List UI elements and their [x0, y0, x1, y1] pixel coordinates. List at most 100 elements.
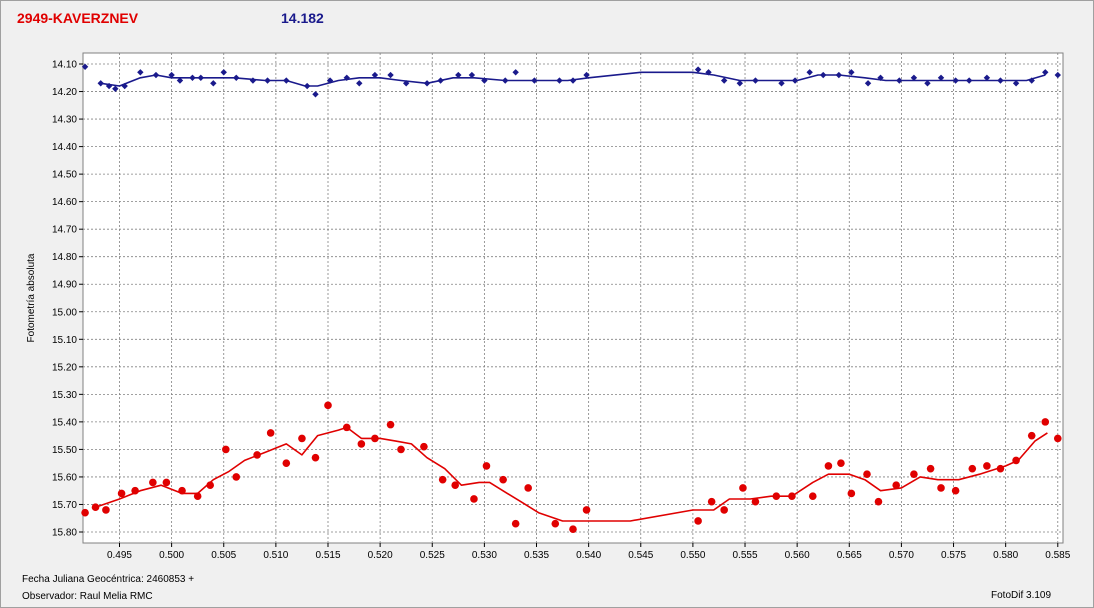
- comparison-point: [137, 69, 144, 76]
- target-point: [739, 484, 747, 492]
- x-tick-label: 0.565: [837, 550, 862, 561]
- comparison-point: [112, 85, 119, 92]
- target-point: [482, 462, 491, 470]
- comparison-point: [189, 74, 196, 81]
- target-point: [569, 525, 577, 534]
- comparison-point: [1028, 77, 1035, 84]
- target-point: [420, 442, 428, 451]
- comparison-point: [455, 71, 462, 79]
- x-tick-label: 0.540: [576, 550, 601, 561]
- target-point: [117, 489, 126, 498]
- comparison-point: [468, 71, 476, 79]
- target-point: [996, 464, 1005, 473]
- comparison-point: [820, 71, 827, 79]
- target-point: [874, 497, 883, 506]
- comparison-point: [896, 77, 903, 84]
- target-point: [863, 470, 871, 478]
- target-point: [266, 429, 275, 437]
- comparison-point: [81, 63, 89, 70]
- comparison-point: [752, 77, 759, 84]
- target-point: [951, 486, 960, 495]
- comparison-point: [835, 71, 843, 79]
- x-tick-label: 0.530: [472, 550, 497, 561]
- y-tick-label: 14.50: [52, 170, 77, 181]
- target-point: [342, 423, 351, 432]
- y-tick-label: 14.70: [52, 225, 77, 236]
- target-point: [451, 481, 459, 489]
- magnitude-value: 14.182: [281, 10, 324, 26]
- y-tick-label: 15.60: [52, 472, 77, 483]
- series: [81, 63, 1062, 534]
- comparison-point: [264, 77, 271, 84]
- comparison-point: [952, 77, 959, 84]
- target-point: [1027, 431, 1036, 440]
- target-point: [324, 401, 332, 410]
- grid: [83, 53, 1063, 543]
- comparison-point: [778, 80, 785, 87]
- target-point: [311, 453, 320, 462]
- comparison-point: [910, 74, 918, 81]
- target-point: [910, 470, 918, 478]
- target-point: [232, 473, 241, 481]
- y-tick-label: 15.50: [52, 445, 77, 456]
- target-point: [892, 481, 900, 489]
- target-point: [470, 495, 478, 503]
- comparison-point: [1012, 80, 1020, 87]
- target-point: [720, 506, 728, 514]
- x-tick-label: 0.505: [211, 550, 236, 561]
- comparison-point: [502, 77, 509, 84]
- x-tick-label: 0.510: [263, 550, 288, 561]
- comparison-point: [371, 71, 379, 79]
- comparison-point: [97, 80, 104, 87]
- y-axis-title: Fotometría absoluta: [26, 253, 37, 342]
- target-point: [386, 420, 395, 429]
- y-tick-label: 14.10: [52, 60, 77, 71]
- x-tick-label: 0.520: [368, 550, 393, 561]
- comparison-point: [705, 69, 712, 76]
- target-point: [937, 484, 945, 492]
- comparison-point: [326, 77, 334, 84]
- y-tick-label: 14.40: [52, 142, 77, 153]
- comparison-point: [583, 71, 590, 79]
- x-tick-label: 0.550: [680, 550, 705, 561]
- x-tick-label: 0.545: [628, 550, 653, 561]
- comparison-point: [481, 77, 488, 84]
- comparison-point: [437, 77, 444, 84]
- x-tick-label: 0.585: [1045, 550, 1070, 561]
- target-point: [788, 492, 796, 501]
- y-tick-label: 15.30: [52, 390, 77, 401]
- target-point: [511, 519, 520, 528]
- x-tick-label: 0.495: [107, 550, 132, 561]
- comparison-point: [1042, 69, 1049, 76]
- comparison-point: [303, 82, 311, 90]
- comparison-point: [312, 91, 319, 98]
- target-point: [253, 451, 261, 459]
- comparison-point: [1054, 71, 1061, 79]
- target-point: [926, 464, 935, 473]
- target-point: [551, 519, 560, 528]
- target-point: [1041, 418, 1050, 426]
- comparison-point: [423, 80, 431, 87]
- target-point: [1053, 434, 1062, 443]
- comparison-point: [168, 71, 175, 79]
- target-point: [824, 462, 833, 470]
- comparison-point: [997, 77, 1004, 84]
- target-point: [847, 489, 856, 498]
- comparison-point: [356, 80, 363, 87]
- comparison-point: [343, 74, 350, 81]
- y-tick-label: 15.70: [52, 500, 77, 511]
- comparison-point: [531, 77, 538, 84]
- y-tick-label: 14.30: [52, 115, 77, 126]
- object-title: 2949-KAVERZNEV: [17, 10, 139, 26]
- y-tick-label: 14.80: [52, 252, 77, 263]
- comparison-series: [81, 63, 1061, 98]
- target-point: [397, 445, 405, 454]
- target-point: [524, 484, 532, 492]
- x-tick-label: 0.515: [315, 550, 340, 561]
- y-tick-label: 15.00: [52, 307, 77, 318]
- comparison-point: [249, 77, 257, 84]
- comparison-trend-line: [100, 71, 1046, 87]
- target-point: [968, 464, 977, 473]
- comparison-point: [105, 82, 113, 90]
- target-point: [1012, 456, 1020, 465]
